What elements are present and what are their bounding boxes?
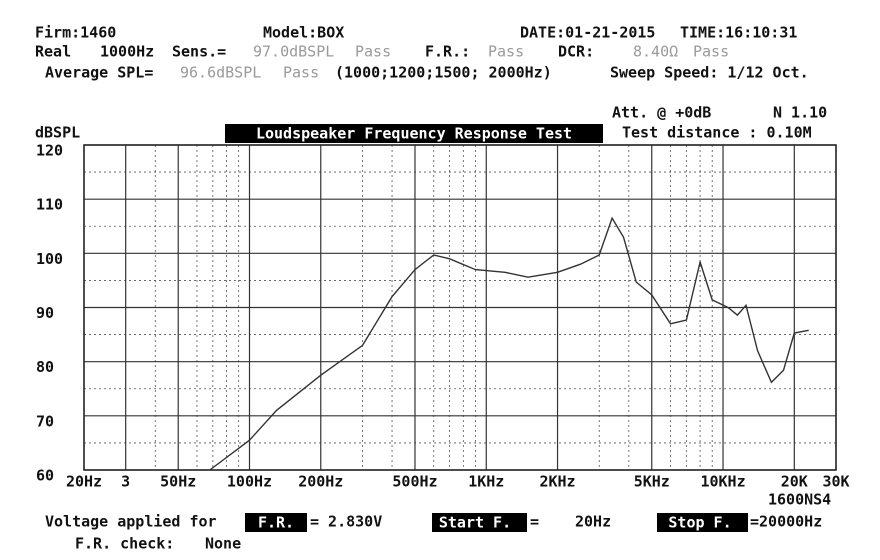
- y-tick-label: 110: [36, 196, 63, 214]
- start-value: 20Hz: [575, 513, 611, 531]
- model: Model:BOX: [263, 24, 344, 42]
- avg-value: 96.6dBSPL: [180, 64, 261, 82]
- fr-result: Pass: [488, 43, 524, 61]
- x-tick-label: 5KHz: [634, 473, 670, 491]
- y-tick-label: 70: [36, 412, 54, 430]
- dcr-result: Pass: [693, 43, 729, 61]
- chart-title: Loudspeaker Frequency Response Test: [256, 125, 572, 143]
- stop-value: =20000Hz: [750, 513, 822, 531]
- sens-value: 97.0dBSPL: [253, 43, 334, 61]
- x-tick-label: 200Hz: [298, 473, 343, 491]
- y-tick-label: 80: [36, 358, 54, 376]
- voltage-value: = 2.830V: [310, 513, 382, 531]
- real: Real: [35, 43, 71, 61]
- voltage-label: Voltage applied for: [45, 513, 217, 531]
- fr-box-label: F.R.: [258, 514, 294, 532]
- model-code: 1600NS4: [768, 491, 831, 509]
- firm: Firm:1460: [35, 24, 116, 42]
- plot-frame: [83, 144, 837, 471]
- avg-label: Average SPL=: [45, 64, 153, 82]
- avg-freqs: (1000;1200;1500; 2000Hz): [335, 64, 552, 82]
- sweep-speed: Sweep Speed: 1/12 Oct.: [610, 64, 809, 82]
- avg-result: Pass: [283, 64, 319, 82]
- x-tick-label: 2KHz: [539, 473, 575, 491]
- check-value: None: [205, 535, 241, 553]
- response-curve: [209, 216, 809, 471]
- y-tick-label: 90: [36, 304, 54, 322]
- start-box: [432, 513, 527, 532]
- y-tick-label: 100: [36, 250, 63, 268]
- fr-box: [245, 513, 307, 532]
- stop-box: [657, 513, 748, 532]
- y-axis-label: dBSPL: [35, 124, 80, 142]
- x-tick-label: 30K: [822, 473, 849, 491]
- test-distance: Test distance : 0.10M: [622, 124, 812, 142]
- x-tick-label: 20K: [781, 473, 808, 491]
- x-tick-label: 100Hz: [227, 473, 272, 491]
- start-box-label: Start F.: [439, 514, 511, 532]
- n-value: N 1.10: [773, 104, 827, 122]
- x-tick-label: 1KHz: [468, 473, 504, 491]
- x-tick-label: 50Hz: [160, 473, 196, 491]
- fr-label: F.R.:: [425, 43, 470, 61]
- sens-label: Sens.=: [172, 43, 226, 61]
- x-tick-label: 3: [121, 473, 130, 491]
- start-eq: =: [530, 513, 539, 531]
- y-tick-label: 120: [36, 142, 63, 160]
- x-tick-label: 500Hz: [392, 473, 437, 491]
- title-box: [225, 124, 603, 143]
- check-label: F.R. check:: [75, 535, 174, 553]
- date: DATE:01-21-2015: [520, 24, 655, 42]
- attenuation: Att. @ +0dB: [612, 104, 711, 122]
- x-tick-label: 20Hz: [66, 473, 102, 491]
- real-freq: 1000Hz: [100, 43, 154, 61]
- x-tick-label: 10KHz: [700, 473, 745, 491]
- stop-box-label: Stop F.: [668, 514, 731, 532]
- dcr-label: DCR:: [558, 43, 594, 61]
- dcr-value: 8.40Ω: [633, 43, 678, 61]
- time: TIME:16:10:31: [680, 24, 797, 42]
- y-tick-label: 60: [36, 467, 54, 485]
- sens-result: Pass: [355, 43, 391, 61]
